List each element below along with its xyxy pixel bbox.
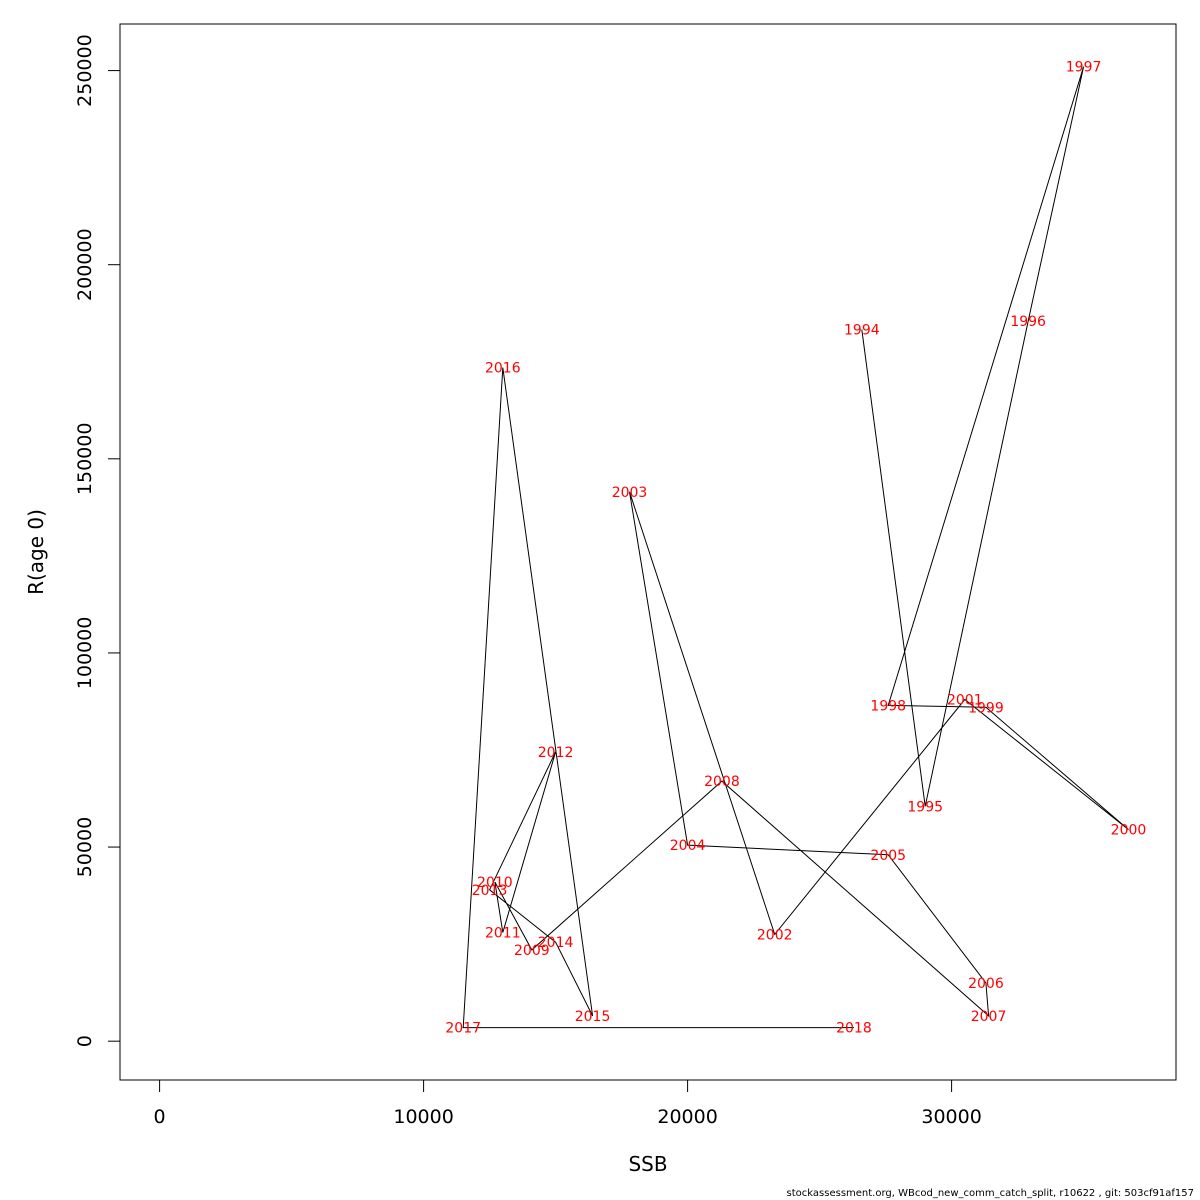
year-label: 2017: [445, 1021, 481, 1037]
x-tick-label: 0: [154, 1106, 166, 1128]
y-tick-label: 0: [74, 1035, 96, 1047]
year-label: 2011: [485, 925, 521, 941]
year-label: 2018: [836, 1021, 872, 1037]
year-label: 2012: [538, 745, 574, 761]
year-label: 2004: [670, 838, 706, 854]
y-tick-label: 100000: [74, 617, 96, 690]
y-tick-label: 200000: [74, 228, 96, 301]
ssb-recruitment-trajectory: [462, 66, 1129, 1029]
year-label: 1995: [907, 799, 943, 815]
year-label: 2013: [472, 883, 508, 899]
year-label: 1997: [1066, 60, 1102, 76]
y-axis: 0 50000 100000 150000 200000 250000: [74, 34, 121, 1047]
x-tick-label: 20000: [657, 1106, 717, 1128]
year-label: 2003: [612, 485, 648, 501]
y-tick-label: 150000: [74, 423, 96, 496]
plot-frame: [119, 23, 1177, 1081]
x-tick-label: 10000: [393, 1106, 453, 1128]
year-label: 2002: [757, 927, 793, 943]
year-label: 2007: [971, 1009, 1007, 1025]
year-label: 2006: [968, 976, 1004, 992]
y-tick-label: 50000: [74, 817, 96, 877]
year-label: 2008: [704, 774, 740, 790]
footer-credit: stockassessment.org, WBcod_new_comm_catc…: [786, 1188, 1194, 1199]
year-label: 2000: [1111, 823, 1147, 839]
year-label: 2010: [477, 875, 513, 891]
year-label: 1994: [844, 323, 880, 339]
year-label: 1998: [870, 698, 906, 714]
year-label: 2014: [538, 935, 574, 951]
year-label: 2015: [575, 1009, 611, 1025]
year-label: 2005: [870, 848, 906, 864]
year-label: 2001: [947, 693, 983, 709]
x-axis: 0 10000 20000 30000: [154, 1079, 982, 1128]
year-label: 2009: [514, 943, 550, 959]
y-tick-label: 250000: [74, 34, 96, 107]
x-axis-title: SSB: [628, 1152, 667, 1176]
x-tick-label: 30000: [921, 1106, 981, 1128]
year-labels: 1994 1995 1996 1997 1998 1999 2000 2001 2002 2003…: [445, 60, 1146, 1037]
year-label: 1999: [968, 700, 1004, 716]
year-label: 2016: [485, 361, 521, 377]
year-label: 1996: [1010, 314, 1046, 330]
y-axis-title: R(age 0): [24, 509, 48, 595]
